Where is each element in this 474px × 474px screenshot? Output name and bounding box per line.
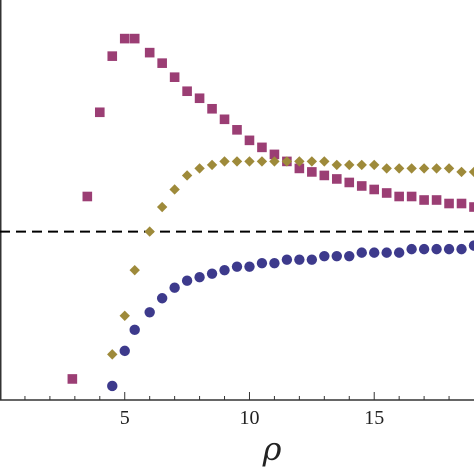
data-point-square — [419, 195, 429, 205]
data-point-diamond — [244, 156, 254, 166]
data-point-diamond — [257, 156, 267, 166]
data-point-diamond — [381, 163, 391, 173]
data-point-circle — [144, 307, 154, 317]
data-point-diamond — [369, 160, 379, 170]
data-point-diamond — [444, 163, 454, 173]
data-point-circle — [207, 268, 217, 278]
data-point-diamond — [431, 163, 441, 173]
data-point-square — [170, 72, 180, 82]
data-point-circle — [244, 261, 254, 271]
data-point-diamond — [456, 167, 466, 177]
data-point-circle — [332, 251, 342, 261]
data-point-circle — [419, 244, 429, 254]
data-point-diamond — [130, 265, 140, 275]
data-point-square — [320, 171, 330, 181]
data-point-diamond — [219, 156, 229, 166]
data-point-diamond — [319, 156, 329, 166]
data-point-square — [182, 86, 192, 96]
data-point-square — [95, 107, 105, 117]
data-point-circle — [120, 346, 130, 356]
data-point-square — [444, 199, 454, 209]
x-axis-label: ρ — [262, 430, 282, 468]
data-point-circle — [130, 325, 140, 335]
data-point-diamond — [144, 226, 154, 236]
data-point-square — [357, 181, 367, 191]
data-point-diamond — [357, 160, 367, 170]
data-point-diamond — [332, 160, 342, 170]
data-point-square — [120, 34, 130, 44]
series-square — [68, 34, 474, 384]
data-point-square — [68, 374, 78, 384]
data-point-square — [332, 174, 342, 184]
data-point-circle — [307, 254, 317, 264]
data-point-square — [145, 48, 155, 58]
data-point-square — [130, 34, 140, 44]
series-circle — [107, 240, 474, 391]
data-point-square — [382, 188, 392, 198]
data-point-circle — [257, 258, 267, 268]
data-point-square — [83, 192, 93, 202]
data-point-circle — [269, 258, 279, 268]
data-point-diamond — [394, 163, 404, 173]
x-tick-label: 5 — [120, 407, 130, 429]
data-point-square — [257, 143, 267, 153]
data-point-square — [157, 58, 167, 68]
data-point-diamond — [469, 167, 474, 177]
data-point-diamond — [344, 160, 354, 170]
data-point-diamond — [406, 163, 416, 173]
data-point-diamond — [419, 163, 429, 173]
data-point-circle — [469, 240, 474, 250]
data-point-circle — [381, 247, 391, 257]
data-point-square — [432, 195, 442, 205]
data-point-circle — [319, 251, 329, 261]
data-point-square — [457, 199, 467, 209]
data-point-circle — [219, 265, 229, 275]
data-point-circle — [431, 244, 441, 254]
data-point-circle — [107, 381, 117, 391]
data-point-diamond — [232, 156, 242, 166]
data-point-diamond — [307, 156, 317, 166]
data-point-circle — [406, 244, 416, 254]
data-point-square — [369, 185, 379, 195]
data-point-diamond — [157, 202, 167, 212]
data-point-circle — [456, 244, 466, 254]
data-point-circle — [157, 293, 167, 303]
x-ticks: 5 10 15 — [25, 392, 449, 429]
x-tick-label: 10 — [239, 407, 259, 429]
data-point-square — [107, 51, 117, 61]
data-point-diamond — [182, 170, 192, 180]
data-point-circle — [282, 254, 292, 264]
data-point-diamond — [169, 184, 179, 194]
data-point-circle — [169, 283, 179, 293]
data-point-circle — [232, 261, 242, 271]
data-point-square — [344, 178, 354, 188]
data-point-square — [220, 114, 230, 124]
data-point-diamond — [194, 163, 204, 173]
data-point-diamond — [207, 160, 217, 170]
data-point-circle — [444, 244, 454, 254]
data-point-square — [394, 192, 404, 202]
x-tick-label: 15 — [364, 407, 384, 429]
data-point-circle — [369, 247, 379, 257]
data-point-circle — [294, 254, 304, 264]
data-point-square — [245, 136, 255, 146]
data-point-circle — [344, 251, 354, 261]
data-point-circle — [194, 272, 204, 282]
data-point-diamond — [107, 349, 117, 359]
data-point-square — [469, 202, 474, 212]
data-point-circle — [394, 247, 404, 257]
data-point-circle — [182, 276, 192, 286]
data-point-square — [307, 167, 317, 177]
data-point-square — [407, 192, 417, 202]
data-point-circle — [357, 247, 367, 257]
data-point-square — [195, 93, 205, 103]
data-series — [68, 34, 474, 391]
data-point-square — [207, 104, 217, 114]
data-point-square — [232, 125, 242, 135]
data-point-diamond — [120, 311, 130, 321]
